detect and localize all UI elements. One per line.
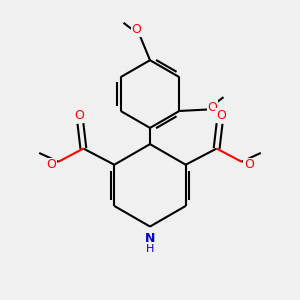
Text: O: O <box>208 101 218 114</box>
Text: O: O <box>244 158 254 171</box>
Text: O: O <box>216 109 226 122</box>
Text: O: O <box>46 158 56 171</box>
Text: H: H <box>146 244 154 254</box>
Text: O: O <box>131 23 141 36</box>
Text: O: O <box>74 109 84 122</box>
Text: N: N <box>145 232 155 245</box>
